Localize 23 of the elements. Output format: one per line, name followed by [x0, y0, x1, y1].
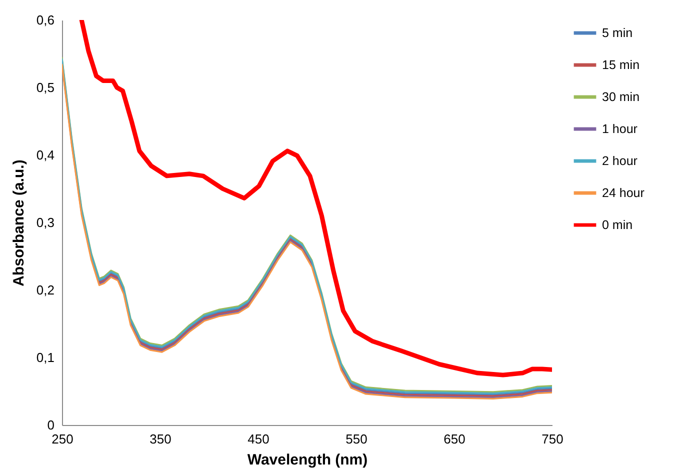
y-tick-label: 0,4	[36, 148, 54, 162]
legend-label: 15 min	[602, 58, 640, 72]
y-tick-label: 0,2	[36, 282, 54, 298]
line-series	[79, 20, 552, 378]
legend-label: 5 min	[602, 26, 633, 40]
x-tick-label: 250	[52, 432, 74, 446]
x-tick-label: 450	[248, 432, 270, 446]
y-tick-label: 0,6	[36, 12, 54, 28]
x-tick-label: 350	[150, 432, 172, 446]
y-tick-label: 0	[47, 418, 54, 432]
y-tick-label: 0,1	[36, 350, 54, 365]
x-axis-title: Wavelength (nm)	[247, 452, 368, 468]
legend-label: 2 hour	[602, 154, 638, 168]
x-tick-label: 650	[444, 432, 466, 446]
legend-label: 1 hour	[602, 122, 638, 136]
y-tick-label: 0,5	[36, 80, 54, 95]
x-tick-label: 750	[542, 432, 564, 446]
y-tick-label: 0,3	[36, 215, 54, 230]
y-axis-title: Absorbance (a.u.)	[10, 160, 28, 286]
legend-label: 24 hour	[602, 186, 644, 200]
legend-label: 30 min	[602, 90, 640, 104]
legend-label: 0 min	[602, 218, 633, 232]
x-tick-label: 550	[346, 432, 368, 446]
